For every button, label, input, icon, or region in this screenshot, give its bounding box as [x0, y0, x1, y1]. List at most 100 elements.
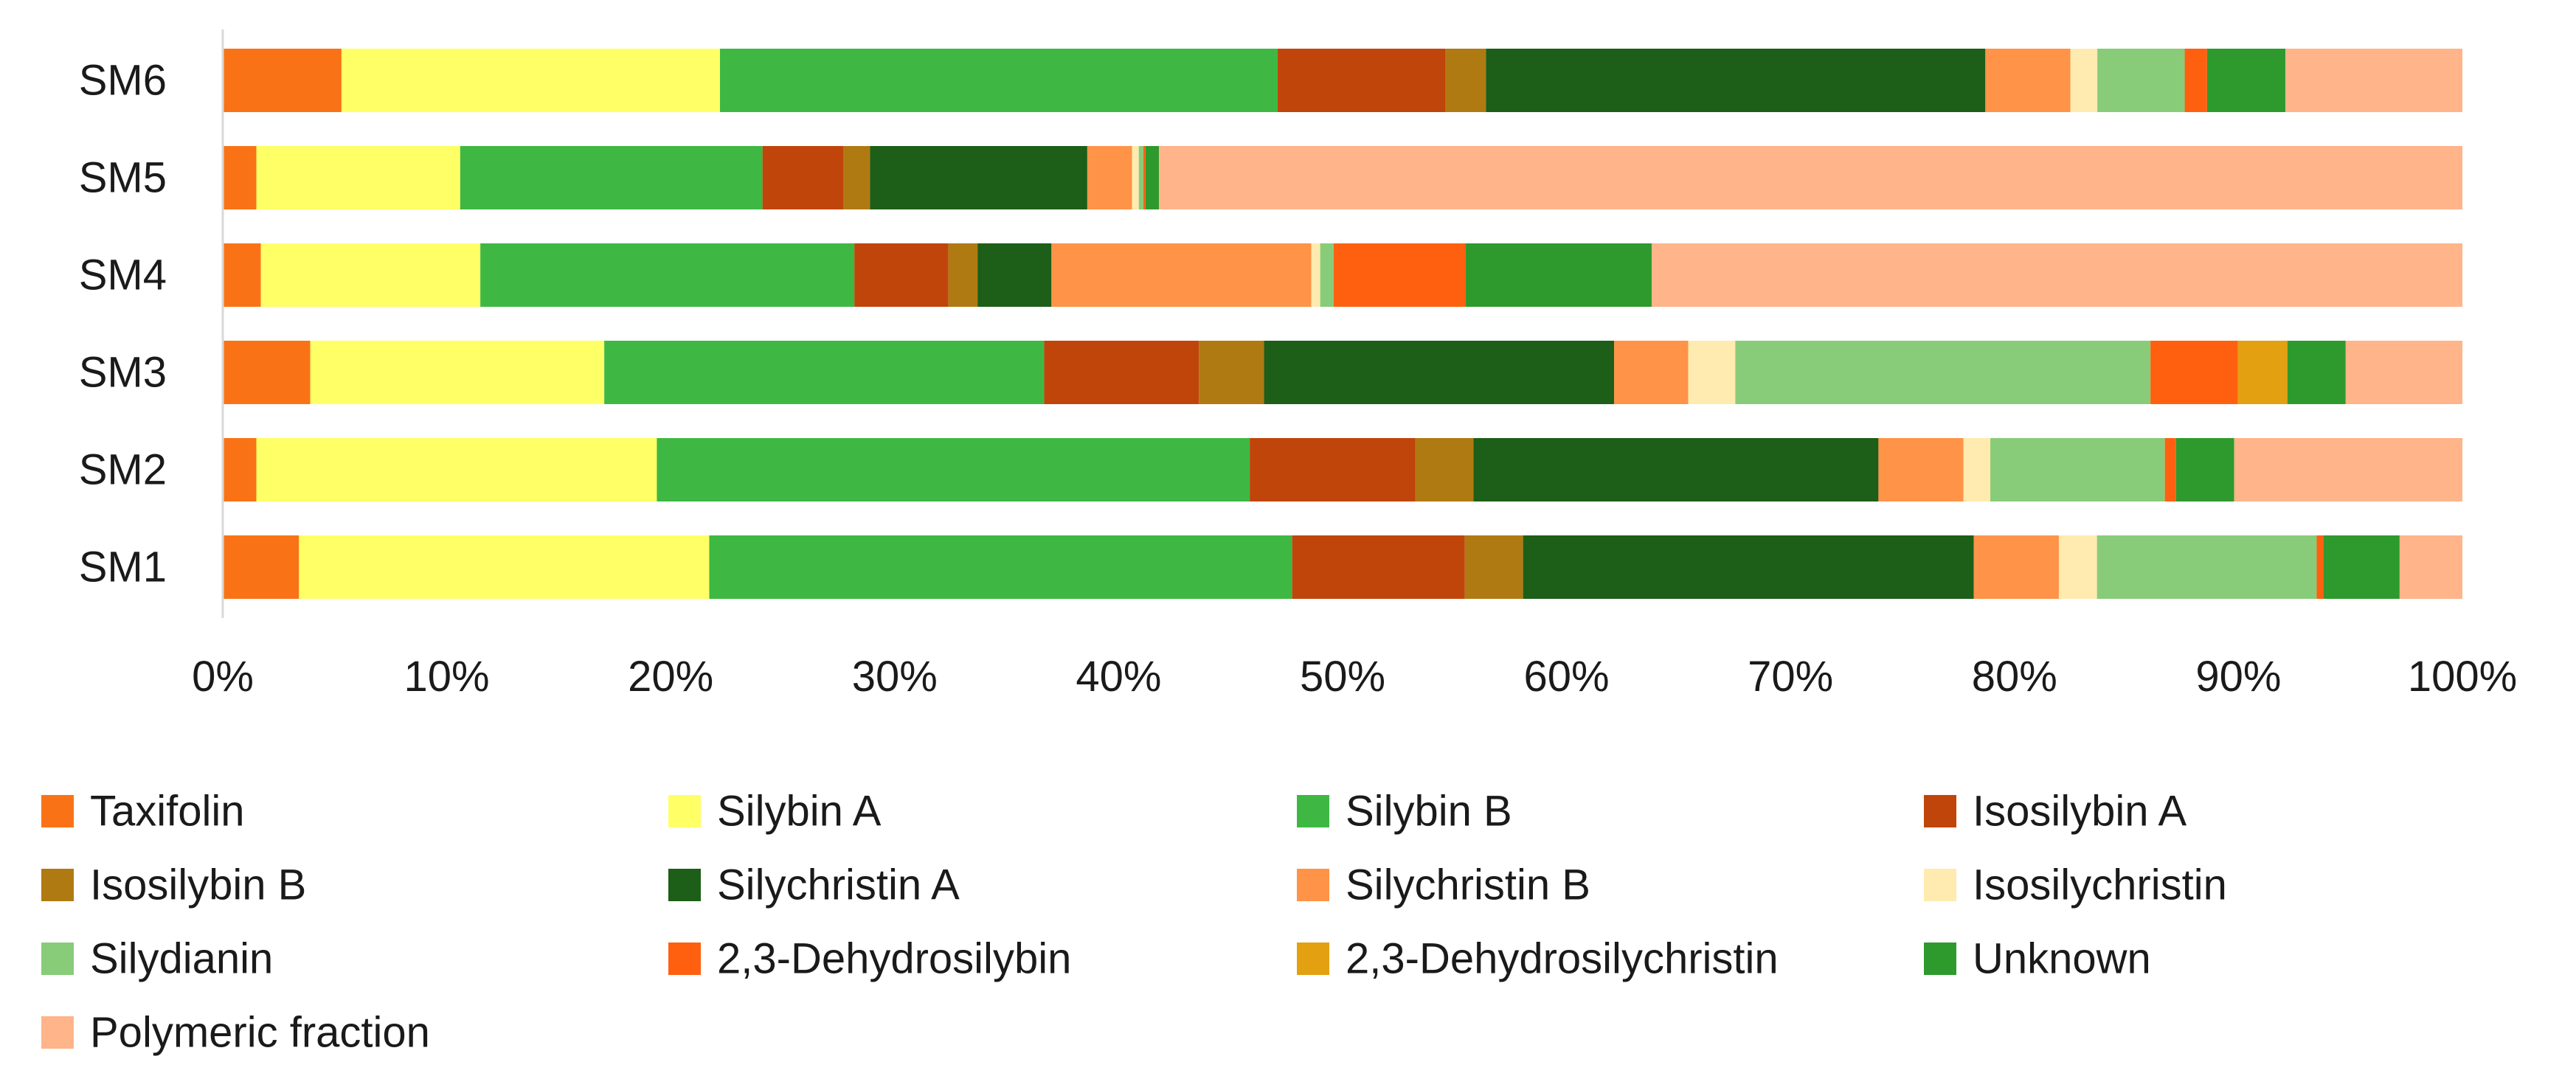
- legend-label-polymeric-fraction: Polymeric fraction: [90, 1009, 430, 1057]
- bar-sm2-unknown: [2175, 438, 2234, 501]
- bar-sm6-polymeric-fraction: [2285, 49, 2462, 112]
- bar-sm5-silybin-b: [460, 146, 763, 209]
- bar-sm1-silydianin: [2097, 535, 2317, 599]
- bar-sm5-taxifolin: [223, 146, 257, 209]
- bar-sm1-silychristin-b: [1973, 535, 2059, 599]
- bar-sm2-silybin-a: [256, 438, 657, 501]
- bar-sm1-silychristin-a: [1523, 535, 1974, 599]
- legend-swatch-polymeric-fraction: [41, 1016, 74, 1049]
- bar-sm6-silybin-b: [719, 49, 1278, 112]
- bar-sm5-isosilybin-b: [842, 146, 870, 209]
- bar-sm4-silydianin: [1320, 243, 1334, 307]
- legend-swatch-silychristin-b: [1297, 869, 1329, 901]
- bar-sm4-silychristin-a: [977, 243, 1052, 307]
- bar-sm3-silychristin-a: [1264, 341, 1615, 404]
- bar-sm5-silybin-a: [256, 146, 460, 209]
- bars-layer: [223, 49, 2462, 599]
- bar-sm4-silybin-a: [260, 243, 481, 307]
- bar-sm5-isosilybin-a: [762, 146, 843, 209]
- legend-swatch-taxifolin: [41, 795, 74, 827]
- bar-sm5-silychristin-b: [1087, 146, 1132, 209]
- bar-sm6-unknown: [2206, 49, 2286, 112]
- bar-sm4-isosilybin-a: [854, 243, 949, 307]
- x-tick-label: 20%: [628, 653, 713, 701]
- legend-label-taxifolin: Taxifolin: [90, 788, 245, 836]
- bar-sm3-polymeric-fraction: [2345, 341, 2462, 404]
- bar-sm4-isosilybin-b: [948, 243, 978, 307]
- legend-swatch-isosilychristin: [1924, 869, 1956, 901]
- x-tick-label: 0%: [192, 653, 254, 701]
- legend-swatch-silybin-a: [668, 795, 701, 827]
- bar-sm3-unknown: [2287, 341, 2346, 404]
- bar-sm1-isosilychristin: [2058, 535, 2097, 599]
- legend-label-silybin-a: Silybin A: [717, 788, 882, 836]
- bar-sm6-silydianin: [2097, 49, 2185, 112]
- legend-swatch-silybin-b: [1297, 795, 1329, 827]
- x-tick-label: 30%: [852, 653, 938, 701]
- category-label-sm5: SM5: [79, 154, 167, 202]
- bar-sm1-unknown: [2323, 535, 2400, 599]
- bar-sm1-silybin-a: [299, 535, 710, 599]
- x-tick-label: 100%: [2408, 653, 2517, 701]
- legend-swatch-2-3-dehydrosilychristin: [1297, 943, 1329, 975]
- legend-swatch-isosilybin-a: [1924, 795, 1956, 827]
- legend-swatch-2-3-dehydrosilybin: [668, 943, 701, 975]
- bar-sm3-silychristin-b: [1614, 341, 1689, 404]
- bar-sm4-isosilychristin: [1311, 243, 1320, 307]
- bar-sm6-isosilybin-b: [1445, 49, 1486, 112]
- bar-sm6-silychristin-a: [1486, 49, 1986, 112]
- bar-sm4-silychristin-b: [1051, 243, 1312, 307]
- bar-sm1-silybin-b: [709, 535, 1292, 599]
- bar-sm3-isosilybin-b: [1199, 341, 1264, 404]
- legend-swatch-isosilybin-b: [41, 869, 74, 901]
- legend-label-silydianin: Silydianin: [90, 935, 273, 983]
- category-label-sm2: SM2: [79, 446, 167, 494]
- x-tick-label: 40%: [1076, 653, 1161, 701]
- legend-label-silychristin-a: Silychristin A: [717, 861, 960, 909]
- legend-label-silybin-b: Silybin B: [1346, 788, 1512, 836]
- bar-sm3-2-3-dehydrosilybin: [2150, 341, 2238, 404]
- x-tick-label: 60%: [1524, 653, 1610, 701]
- bar-sm1-isosilybin-b: [1464, 535, 1523, 599]
- bar-sm2-silybin-b: [657, 438, 1250, 501]
- bar-sm2-taxifolin: [223, 438, 257, 501]
- legend-label-2-3-dehydrosilychristin: 2,3-Dehydrosilychristin: [1346, 935, 1779, 983]
- category-label-sm3: SM3: [79, 349, 167, 397]
- bar-sm5-silychristin-a: [870, 146, 1087, 209]
- legend-swatch-unknown: [1924, 943, 1956, 975]
- bar-sm6-silychristin-b: [1985, 49, 2071, 112]
- bar-sm1-2-3-dehydrosilybin: [2316, 535, 2324, 599]
- legend: Taxifolin Silybin A Silybin B Isosilybin A I…: [41, 788, 2227, 1057]
- bar-sm5-isosilychristin: [1132, 146, 1139, 209]
- bar-sm2-isosilychristin: [1963, 438, 1991, 501]
- axes: SM6 SM5 SM4 SM3 SM2 SM1 0% 10% 20% 30% 40% 50% 60% 70…: [79, 29, 2517, 701]
- legend-label-unknown: Unknown: [1973, 935, 2151, 983]
- x-tick-label: 70%: [1748, 653, 1833, 701]
- bar-sm2-2-3-dehydrosilybin: [2164, 438, 2176, 501]
- bar-sm6-silybin-a: [341, 49, 720, 112]
- category-label-sm4: SM4: [79, 251, 167, 299]
- bar-sm4-unknown: [1465, 243, 1652, 307]
- bar-sm4-polymeric-fraction: [1651, 243, 2462, 307]
- legend-label-isosilybin-a: Isosilybin A: [1973, 788, 2187, 836]
- bar-sm3-isosilychristin: [1688, 341, 1736, 404]
- bar-sm2-polymeric-fraction: [2234, 438, 2462, 501]
- bar-sm5-2-3-dehydrosilybin: [1143, 146, 1146, 209]
- legend-label-isosilychristin: Isosilychristin: [1973, 861, 2227, 909]
- bar-sm4-taxifolin: [223, 243, 261, 307]
- bar-sm5-polymeric-fraction: [1159, 146, 2462, 209]
- bar-sm2-isosilybin-a: [1250, 438, 1416, 501]
- legend-swatch-silydianin: [41, 943, 74, 975]
- bar-sm2-silychristin-a: [1473, 438, 1879, 501]
- x-tick-label: 50%: [1300, 653, 1385, 701]
- bar-sm3-taxifolin: [223, 341, 311, 404]
- bar-sm3-silybin-b: [604, 341, 1045, 404]
- bar-sm3-silydianin: [1735, 341, 2151, 404]
- bar-sm1-taxifolin: [223, 535, 300, 599]
- bar-sm3-silybin-a: [310, 341, 605, 404]
- x-tick-label: 90%: [2195, 653, 2281, 701]
- legend-swatch-silychristin-a: [668, 869, 701, 901]
- bar-sm6-isosilybin-a: [1277, 49, 1446, 112]
